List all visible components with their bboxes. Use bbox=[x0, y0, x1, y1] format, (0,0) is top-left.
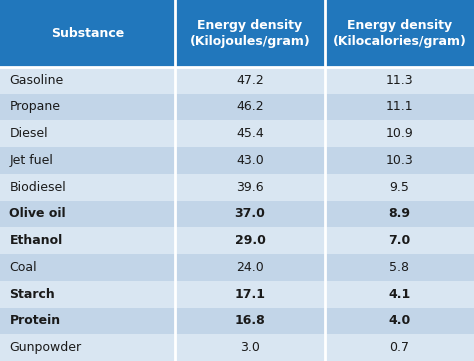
Bar bbox=[175, 120, 325, 147]
Bar bbox=[325, 67, 474, 93]
Text: Gunpowder: Gunpowder bbox=[9, 341, 82, 354]
Bar bbox=[175, 0, 325, 67]
Text: 7.0: 7.0 bbox=[388, 234, 410, 247]
Text: Ethanol: Ethanol bbox=[9, 234, 63, 247]
Bar bbox=[175, 227, 325, 254]
Bar bbox=[175, 254, 325, 281]
Bar bbox=[0, 0, 175, 67]
Text: Coal: Coal bbox=[9, 261, 37, 274]
Text: Propane: Propane bbox=[9, 100, 61, 113]
Bar bbox=[175, 147, 325, 174]
Text: 43.0: 43.0 bbox=[236, 154, 264, 167]
Bar bbox=[325, 200, 474, 227]
Text: Diesel: Diesel bbox=[9, 127, 48, 140]
Text: Starch: Starch bbox=[9, 288, 55, 301]
Bar bbox=[175, 93, 325, 120]
Text: 16.8: 16.8 bbox=[235, 314, 265, 327]
Text: 0.7: 0.7 bbox=[389, 341, 410, 354]
Text: 8.9: 8.9 bbox=[388, 207, 410, 221]
Text: 17.1: 17.1 bbox=[235, 288, 265, 301]
Text: Energy density
(Kilojoules/gram): Energy density (Kilojoules/gram) bbox=[190, 19, 310, 48]
Bar bbox=[325, 0, 474, 67]
Bar bbox=[325, 308, 474, 334]
Bar bbox=[0, 227, 175, 254]
Text: 4.1: 4.1 bbox=[388, 288, 410, 301]
Text: 37.0: 37.0 bbox=[235, 207, 265, 221]
Text: 3.0: 3.0 bbox=[240, 341, 260, 354]
Text: 39.6: 39.6 bbox=[236, 180, 264, 193]
Text: Jet fuel: Jet fuel bbox=[9, 154, 54, 167]
Text: Biodiesel: Biodiesel bbox=[9, 180, 66, 193]
Bar bbox=[0, 254, 175, 281]
Bar bbox=[0, 174, 175, 200]
Bar bbox=[325, 93, 474, 120]
Text: 5.8: 5.8 bbox=[389, 261, 410, 274]
Bar bbox=[0, 281, 175, 308]
Text: 46.2: 46.2 bbox=[236, 100, 264, 113]
Bar bbox=[325, 227, 474, 254]
Bar bbox=[325, 174, 474, 200]
Text: 10.3: 10.3 bbox=[385, 154, 413, 167]
Text: 9.5: 9.5 bbox=[390, 180, 409, 193]
Bar bbox=[0, 120, 175, 147]
Bar bbox=[0, 334, 175, 361]
Text: Protein: Protein bbox=[9, 314, 61, 327]
Bar bbox=[325, 120, 474, 147]
Text: 29.0: 29.0 bbox=[235, 234, 265, 247]
Bar bbox=[325, 281, 474, 308]
Text: 4.0: 4.0 bbox=[388, 314, 410, 327]
Text: 24.0: 24.0 bbox=[236, 261, 264, 274]
Bar bbox=[0, 147, 175, 174]
Text: 11.3: 11.3 bbox=[385, 74, 413, 87]
Text: 45.4: 45.4 bbox=[236, 127, 264, 140]
Bar bbox=[325, 147, 474, 174]
Text: 47.2: 47.2 bbox=[236, 74, 264, 87]
Text: Energy density
(Kilocalories/gram): Energy density (Kilocalories/gram) bbox=[332, 19, 466, 48]
Text: 11.1: 11.1 bbox=[385, 100, 413, 113]
Text: Gasoline: Gasoline bbox=[9, 74, 64, 87]
Text: Olive oil: Olive oil bbox=[9, 207, 66, 221]
Bar bbox=[175, 334, 325, 361]
Text: Substance: Substance bbox=[51, 27, 124, 40]
Bar bbox=[0, 308, 175, 334]
Text: 10.9: 10.9 bbox=[385, 127, 413, 140]
Bar bbox=[175, 281, 325, 308]
Bar bbox=[175, 308, 325, 334]
Bar bbox=[175, 67, 325, 93]
Bar bbox=[325, 334, 474, 361]
Bar bbox=[325, 254, 474, 281]
Bar bbox=[175, 200, 325, 227]
Bar bbox=[0, 200, 175, 227]
Bar bbox=[0, 93, 175, 120]
Bar bbox=[175, 174, 325, 200]
Bar bbox=[0, 67, 175, 93]
